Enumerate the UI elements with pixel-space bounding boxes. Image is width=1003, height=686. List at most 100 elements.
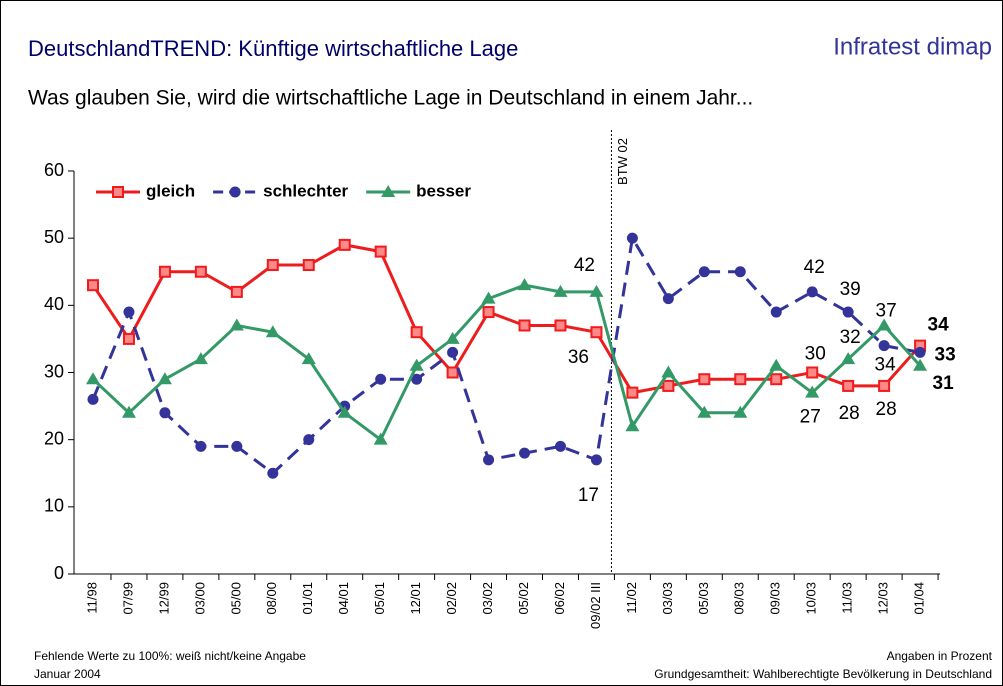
marker <box>374 245 387 258</box>
y-tick-label: 10 <box>44 496 64 516</box>
marker <box>769 358 784 371</box>
series <box>87 238 927 399</box>
marker <box>519 447 531 459</box>
marker <box>877 318 892 331</box>
x-tick-label: 05/03 <box>696 582 711 615</box>
data-label: 17 <box>578 485 599 506</box>
data-label: 34 <box>928 315 950 336</box>
x-tick-label: 12/99 <box>156 582 171 615</box>
x-tick-label: 05/01 <box>372 582 387 615</box>
chart-title: DeutschlandTREND: Künftige wirtschaftlic… <box>28 36 518 61</box>
x-tick-label: 05/00 <box>228 582 243 615</box>
x-tick-label: 11/02 <box>624 582 639 614</box>
marker <box>194 265 207 278</box>
marker <box>87 393 99 405</box>
y-tick-label: 40 <box>44 294 64 314</box>
marker <box>554 319 567 332</box>
marker <box>589 284 604 297</box>
series-line <box>91 233 921 476</box>
x-tick-label: 06/02 <box>552 582 567 615</box>
x-tick-label: 08/03 <box>732 582 747 615</box>
x-tick-label: 04/01 <box>336 582 351 615</box>
series <box>86 278 928 445</box>
marker <box>303 434 315 446</box>
marker <box>231 440 243 452</box>
data-label: 28 <box>876 399 897 420</box>
data-label: 32 <box>840 327 861 348</box>
marker <box>157 372 172 385</box>
marker <box>445 331 460 344</box>
marker <box>842 306 854 318</box>
marker <box>381 185 396 197</box>
x-tick-label: 11/98 <box>84 582 99 614</box>
marker <box>662 293 674 305</box>
marker <box>159 407 171 419</box>
x-tick-label: 05/02 <box>516 582 531 615</box>
marker <box>266 259 279 272</box>
marker <box>267 467 279 479</box>
subtitle: Was glauben Sie, wird die wirtschaftlich… <box>28 87 753 110</box>
data-label: 30 <box>805 344 826 365</box>
marker <box>375 373 387 385</box>
marker <box>805 385 820 398</box>
marker <box>373 432 388 445</box>
annotation: BTW 02 <box>615 138 630 185</box>
data-label: 33 <box>935 344 956 365</box>
marker <box>195 440 207 452</box>
brand: Infratest dimap <box>833 33 992 60</box>
marker <box>734 266 746 278</box>
data-label: 27 <box>800 407 821 428</box>
marker <box>733 405 748 418</box>
marker <box>337 405 352 418</box>
x-tick-label: 12/01 <box>408 582 423 615</box>
source: Angaben in Prozent <box>887 649 993 663</box>
series-line <box>91 283 922 442</box>
marker <box>517 278 532 291</box>
source: Grundgesamtheit: Wahlberechtigte Bevölke… <box>654 667 992 681</box>
series <box>87 232 926 479</box>
marker <box>86 372 100 385</box>
x-tick-label: 02/02 <box>444 582 459 615</box>
marker <box>697 405 712 418</box>
marker <box>913 358 928 371</box>
legend-label: besser <box>416 181 471 200</box>
marker <box>626 386 639 399</box>
marker <box>229 318 244 331</box>
marker <box>87 279 99 292</box>
marker <box>518 319 531 332</box>
x-tick-label: 12/03 <box>876 582 891 615</box>
marker <box>482 306 495 319</box>
x-tick-label: 11/03 <box>840 582 855 614</box>
legend-label: schlechter <box>263 181 348 200</box>
x-tick-label: 03/02 <box>480 582 495 615</box>
x-tick-label: 03/03 <box>660 582 675 615</box>
x-tick-label: 08/00 <box>264 582 279 615</box>
marker <box>626 232 638 244</box>
marker <box>481 291 496 304</box>
marker <box>914 346 926 358</box>
marker <box>302 259 315 272</box>
marker <box>806 286 818 298</box>
data-label: 37 <box>876 300 897 321</box>
marker <box>841 352 856 365</box>
marker <box>158 265 171 278</box>
x-tick-label: 10/03 <box>804 582 819 615</box>
x-tick-label: 03/00 <box>192 582 207 615</box>
marker <box>770 373 783 386</box>
y-tick-label: 60 <box>44 160 64 180</box>
marker <box>590 326 603 339</box>
marker <box>553 284 568 297</box>
marker <box>122 332 135 345</box>
legend-label: gleich <box>146 181 195 200</box>
marker <box>410 326 423 339</box>
marker <box>265 325 280 338</box>
marker <box>301 352 316 365</box>
marker <box>878 379 891 392</box>
marker <box>806 366 819 379</box>
marker <box>447 346 459 358</box>
marker <box>411 373 423 385</box>
marker <box>770 306 782 318</box>
y-tick-label: 30 <box>44 361 64 381</box>
marker <box>661 365 676 378</box>
